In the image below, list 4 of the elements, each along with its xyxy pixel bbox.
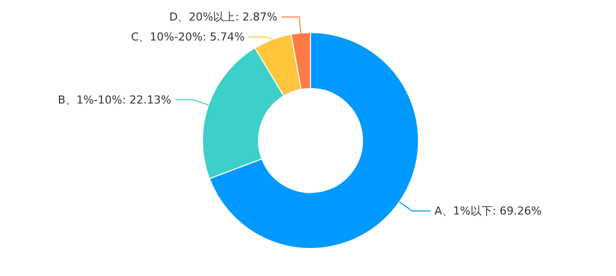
slice-label: B、1%-10%: 22.13% <box>58 93 172 106</box>
slice-label: D、20%以上: 2.87% <box>169 10 278 24</box>
slice-label: A、1%以下: 69.26% <box>434 204 542 218</box>
slice-label: C、10%-20%: 5.74% <box>131 30 245 44</box>
